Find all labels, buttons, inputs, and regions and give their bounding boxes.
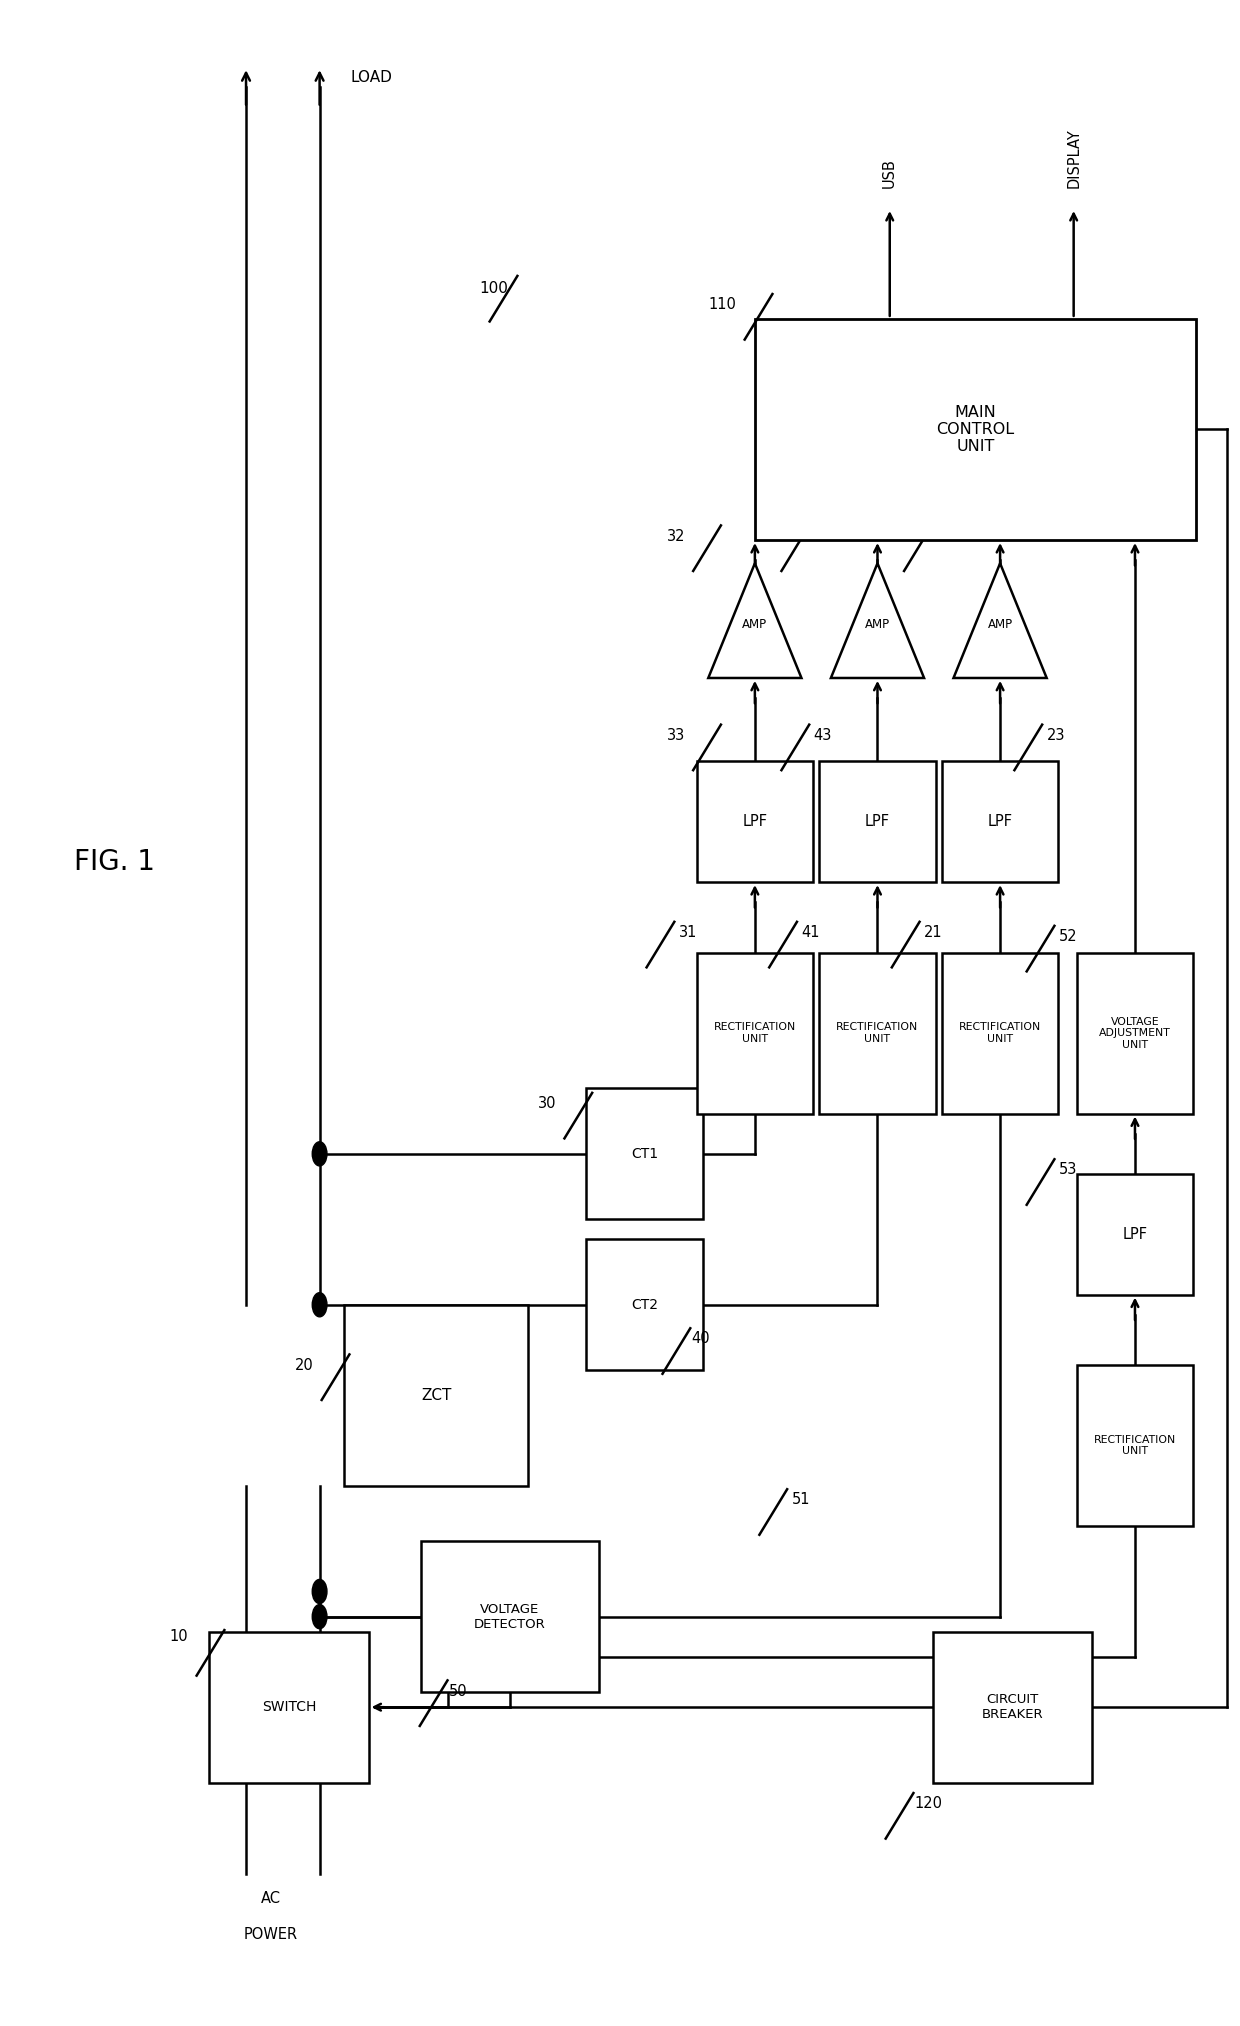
Text: 23: 23 bbox=[1047, 727, 1065, 744]
Bar bbox=[210, 1631, 368, 1783]
Circle shape bbox=[312, 1143, 327, 1165]
Text: 42: 42 bbox=[813, 529, 832, 543]
Bar bbox=[697, 762, 813, 881]
Circle shape bbox=[312, 1580, 327, 1603]
Text: 51: 51 bbox=[791, 1493, 810, 1507]
Text: CT1: CT1 bbox=[631, 1147, 658, 1161]
Text: RECTIFICATION
UNIT: RECTIFICATION UNIT bbox=[836, 1023, 919, 1043]
Text: 31: 31 bbox=[678, 926, 697, 940]
Text: 22: 22 bbox=[936, 529, 955, 543]
Bar bbox=[1076, 1173, 1193, 1295]
Text: MAIN
CONTROL
UNIT: MAIN CONTROL UNIT bbox=[936, 405, 1014, 454]
Text: AMP: AMP bbox=[743, 618, 768, 630]
Text: 53: 53 bbox=[1059, 1163, 1078, 1177]
Text: LOAD: LOAD bbox=[350, 69, 392, 85]
Text: 41: 41 bbox=[801, 926, 820, 940]
Text: 21: 21 bbox=[924, 926, 942, 940]
Bar bbox=[820, 762, 936, 881]
Bar bbox=[932, 1631, 1092, 1783]
Text: LPF: LPF bbox=[866, 814, 890, 829]
Text: AMP: AMP bbox=[987, 618, 1013, 630]
Text: 110: 110 bbox=[708, 298, 737, 312]
Text: DISPLAY: DISPLAY bbox=[1066, 128, 1081, 188]
Text: ZCT: ZCT bbox=[420, 1388, 451, 1402]
Bar bbox=[1076, 1366, 1193, 1526]
Text: CT2: CT2 bbox=[631, 1299, 658, 1311]
Text: 120: 120 bbox=[914, 1797, 942, 1811]
Bar bbox=[755, 318, 1197, 541]
Text: CIRCUIT
BREAKER: CIRCUIT BREAKER bbox=[982, 1694, 1043, 1722]
Text: LPF: LPF bbox=[987, 814, 1013, 829]
Text: 30: 30 bbox=[538, 1096, 557, 1110]
Text: RECTIFICATION
UNIT: RECTIFICATION UNIT bbox=[714, 1023, 796, 1043]
Text: RECTIFICATION
UNIT: RECTIFICATION UNIT bbox=[1094, 1434, 1176, 1457]
Text: 32: 32 bbox=[666, 529, 684, 543]
Circle shape bbox=[312, 1293, 327, 1317]
Bar bbox=[587, 1240, 703, 1370]
Text: 20: 20 bbox=[295, 1357, 314, 1374]
Text: USB: USB bbox=[882, 158, 898, 188]
Text: 50: 50 bbox=[449, 1684, 467, 1698]
Text: LPF: LPF bbox=[743, 814, 768, 829]
Bar bbox=[820, 952, 936, 1114]
Text: 10: 10 bbox=[170, 1629, 188, 1645]
Text: AMP: AMP bbox=[866, 618, 890, 630]
Text: 100: 100 bbox=[479, 282, 508, 296]
Text: LPF: LPF bbox=[1122, 1228, 1147, 1242]
Circle shape bbox=[312, 1605, 327, 1629]
Bar bbox=[942, 762, 1058, 881]
Text: FIG. 1: FIG. 1 bbox=[74, 849, 155, 875]
Text: 33: 33 bbox=[667, 727, 684, 744]
Text: RECTIFICATION
UNIT: RECTIFICATION UNIT bbox=[959, 1023, 1042, 1043]
Text: 43: 43 bbox=[813, 727, 832, 744]
Text: SWITCH: SWITCH bbox=[262, 1700, 316, 1714]
Text: 40: 40 bbox=[691, 1331, 709, 1347]
Bar bbox=[1076, 952, 1193, 1114]
Text: 52: 52 bbox=[1059, 930, 1078, 944]
Bar bbox=[697, 952, 813, 1114]
Text: POWER: POWER bbox=[243, 1927, 298, 1943]
Text: VOLTAGE
DETECTOR: VOLTAGE DETECTOR bbox=[474, 1603, 546, 1631]
Bar bbox=[942, 952, 1058, 1114]
Text: AC: AC bbox=[260, 1890, 280, 1906]
Bar bbox=[420, 1542, 599, 1692]
Text: VOLTAGE
ADJUSTMENT
UNIT: VOLTAGE ADJUSTMENT UNIT bbox=[1099, 1017, 1171, 1049]
Bar bbox=[345, 1305, 528, 1485]
Bar bbox=[587, 1088, 703, 1220]
